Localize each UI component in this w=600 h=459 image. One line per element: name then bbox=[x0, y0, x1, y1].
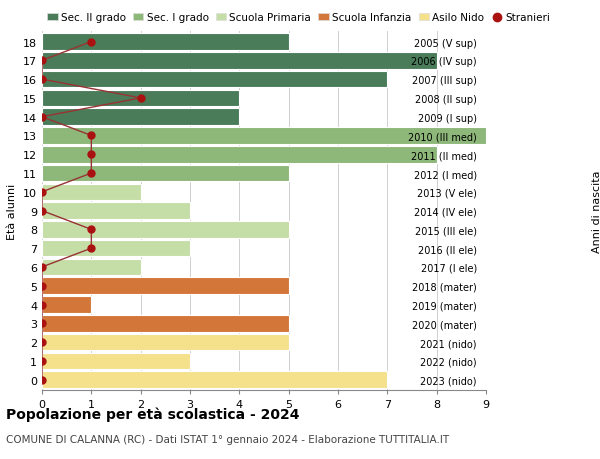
Bar bbox=[42, 109, 239, 126]
Text: COMUNE DI CALANNA (RC) - Dati ISTAT 1° gennaio 2024 - Elaborazione TUTTITALIA.IT: COMUNE DI CALANNA (RC) - Dati ISTAT 1° g… bbox=[6, 434, 449, 444]
Bar bbox=[42, 372, 388, 388]
Bar bbox=[42, 203, 190, 219]
Y-axis label: Età alunni: Età alunni bbox=[7, 183, 17, 239]
Bar bbox=[42, 353, 190, 369]
Text: Popolazione per età scolastica - 2024: Popolazione per età scolastica - 2024 bbox=[6, 406, 299, 421]
Bar bbox=[42, 241, 190, 257]
Bar bbox=[42, 222, 289, 238]
Legend: Sec. II grado, Sec. I grado, Scuola Primaria, Scuola Infanzia, Asilo Nido, Stran: Sec. II grado, Sec. I grado, Scuola Prim… bbox=[47, 13, 550, 23]
Bar bbox=[42, 34, 289, 50]
Bar bbox=[42, 72, 388, 88]
Bar bbox=[42, 278, 289, 294]
Bar bbox=[42, 53, 437, 69]
Text: Anni di nascita: Anni di nascita bbox=[592, 170, 600, 252]
Bar bbox=[42, 259, 140, 275]
Bar bbox=[42, 90, 239, 107]
Bar bbox=[42, 184, 140, 201]
Bar bbox=[42, 297, 91, 313]
Bar bbox=[42, 147, 437, 163]
Bar bbox=[42, 128, 486, 145]
Bar bbox=[42, 334, 289, 351]
Bar bbox=[42, 315, 289, 332]
Bar bbox=[42, 165, 289, 182]
